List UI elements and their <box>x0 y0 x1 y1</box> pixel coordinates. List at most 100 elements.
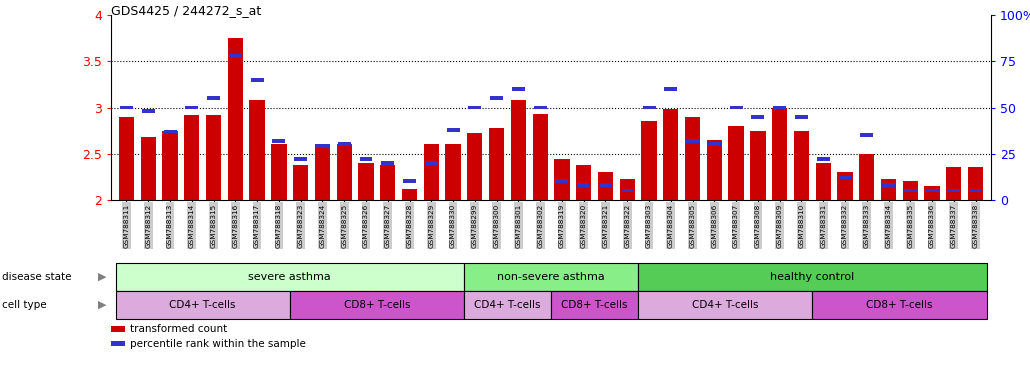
Bar <box>207 96 220 100</box>
Text: GDS4425 / 244272_s_at: GDS4425 / 244272_s_at <box>111 4 262 17</box>
Bar <box>837 172 853 200</box>
Bar <box>948 189 960 192</box>
Bar <box>337 144 352 200</box>
Text: ▶: ▶ <box>98 300 106 310</box>
Bar <box>447 128 459 132</box>
Bar <box>620 179 634 200</box>
Bar <box>664 87 678 91</box>
Bar <box>533 114 548 200</box>
Bar <box>468 133 482 200</box>
Bar <box>115 291 289 319</box>
Bar <box>294 165 308 200</box>
Bar <box>272 139 285 142</box>
Bar <box>555 179 569 183</box>
Bar <box>925 186 939 200</box>
Bar <box>774 106 786 109</box>
Bar <box>838 175 852 179</box>
Text: percentile rank within the sample: percentile rank within the sample <box>130 339 306 349</box>
Bar <box>358 163 374 200</box>
Bar <box>511 100 526 200</box>
Bar <box>686 139 699 142</box>
Bar <box>469 106 481 109</box>
Bar <box>728 126 744 200</box>
Bar <box>464 263 639 291</box>
Bar <box>752 115 764 119</box>
Text: CD4+ T-cells: CD4+ T-cells <box>474 300 541 310</box>
Bar <box>816 163 831 200</box>
Bar <box>813 291 987 319</box>
Bar <box>708 142 721 146</box>
Bar <box>750 131 765 200</box>
Text: transformed count: transformed count <box>130 324 227 334</box>
Text: CD8+ T-cells: CD8+ T-cells <box>561 300 628 310</box>
Text: healthy control: healthy control <box>770 272 855 282</box>
Bar <box>249 100 265 200</box>
Bar <box>338 142 350 146</box>
Bar <box>423 144 439 200</box>
Bar <box>289 291 464 319</box>
Text: non-severe asthma: non-severe asthma <box>497 272 605 282</box>
Text: severe asthma: severe asthma <box>248 272 332 282</box>
Bar <box>597 172 613 200</box>
Bar <box>772 108 787 200</box>
Bar <box>639 291 813 319</box>
Bar <box>359 157 373 161</box>
Bar <box>534 106 547 109</box>
Bar <box>185 106 199 109</box>
Bar <box>729 106 743 109</box>
Text: ▶: ▶ <box>98 272 106 282</box>
Bar <box>381 161 394 165</box>
Bar <box>164 129 176 133</box>
Bar <box>685 117 700 200</box>
Bar <box>403 179 416 183</box>
Text: CD4+ T-cells: CD4+ T-cells <box>170 300 236 310</box>
Bar <box>947 167 961 200</box>
Bar <box>118 117 134 200</box>
Bar <box>250 78 264 82</box>
Bar <box>512 87 525 91</box>
Bar <box>142 109 154 113</box>
Bar <box>464 291 551 319</box>
Text: CD8+ T-cells: CD8+ T-cells <box>866 300 932 310</box>
Bar <box>860 133 873 137</box>
Bar <box>621 189 633 192</box>
Bar <box>968 167 984 200</box>
Bar <box>795 115 808 119</box>
Text: CD4+ T-cells: CD4+ T-cells <box>692 300 758 310</box>
Bar <box>551 291 639 319</box>
Text: CD8+ T-cells: CD8+ T-cells <box>344 300 410 310</box>
Bar <box>859 154 874 200</box>
Bar <box>881 179 896 200</box>
Bar <box>295 157 307 161</box>
Bar <box>643 106 655 109</box>
Bar <box>882 183 895 187</box>
Bar <box>794 131 809 200</box>
Bar <box>554 159 570 200</box>
Bar <box>445 144 460 200</box>
Bar <box>163 131 177 200</box>
Bar <box>424 161 438 165</box>
Bar <box>969 189 982 192</box>
Bar <box>115 263 464 291</box>
Bar <box>184 115 200 200</box>
Bar <box>902 181 918 200</box>
Bar <box>577 183 590 187</box>
Bar <box>490 96 503 100</box>
Bar <box>817 157 830 161</box>
Bar <box>663 109 679 200</box>
Bar <box>315 144 330 200</box>
Bar <box>402 189 417 200</box>
Bar <box>380 165 396 200</box>
Bar <box>576 165 591 200</box>
Bar <box>141 137 156 200</box>
Bar <box>707 140 722 200</box>
Bar <box>599 183 612 187</box>
Text: cell type: cell type <box>2 300 46 310</box>
Bar <box>121 106 133 109</box>
Bar <box>926 189 938 192</box>
Bar <box>489 128 505 200</box>
Bar <box>206 115 221 200</box>
Bar <box>903 189 917 192</box>
Bar <box>229 54 242 58</box>
Bar <box>228 38 243 200</box>
